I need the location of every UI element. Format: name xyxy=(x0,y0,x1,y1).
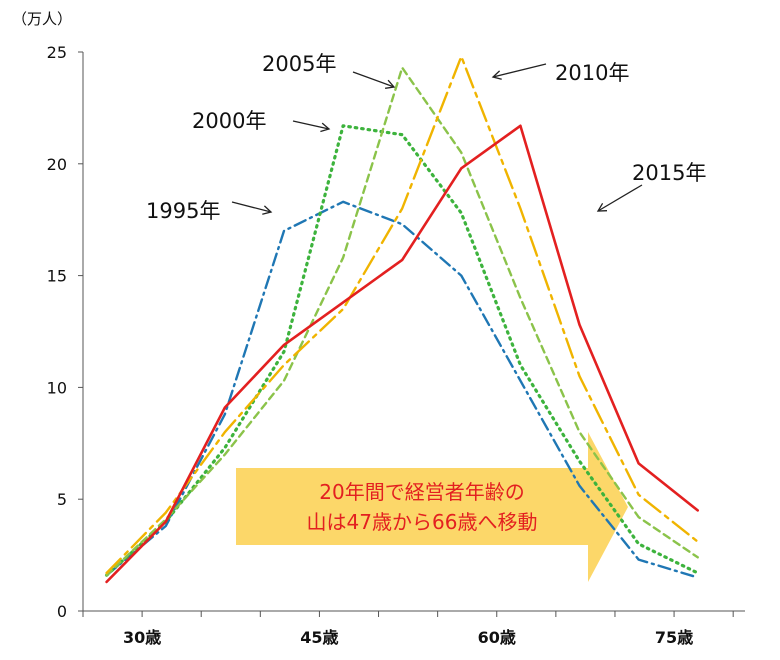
series-line-2000 xyxy=(104,124,700,577)
series-label-arrowhead xyxy=(320,122,331,133)
y-tick-label: 15 xyxy=(47,267,67,286)
series-label-arrowhead xyxy=(596,202,608,212)
series-label-pointer xyxy=(352,71,395,88)
x-tick-label: 45歳 xyxy=(300,628,338,647)
series-label-1995: 1995年 xyxy=(146,199,220,223)
series-label-2015: 2015年 xyxy=(632,161,706,185)
y-axis-unit-label: （万人） xyxy=(12,10,72,28)
x-tick-label: 60歳 xyxy=(478,628,516,647)
y-tick-label: 5 xyxy=(57,490,67,509)
series-label-pointer xyxy=(292,120,330,130)
series-line-2015 xyxy=(105,124,700,584)
series-label-2010: 2010年 xyxy=(555,61,629,85)
trend-note-line: 20年間で経営者年齢の xyxy=(319,480,524,504)
series-label-arrowhead xyxy=(262,205,273,215)
series-label-arrowhead xyxy=(385,79,396,89)
trend-arrow xyxy=(236,432,628,582)
y-tick-label: 0 xyxy=(57,602,67,621)
y-tick-label: 10 xyxy=(47,378,67,397)
series-labels: 1995年 2000年 2005年 2010年 2015年 xyxy=(146,52,706,223)
x-tick-label: 30歳 xyxy=(123,628,161,647)
trend-note-line: 山は47歳から66歳へ移動 xyxy=(307,510,538,534)
y-tick-label: 25 xyxy=(47,43,67,62)
x-tick-label: 75歳 xyxy=(655,628,693,647)
series-label-pointer xyxy=(231,201,272,213)
series-label-2005: 2005年 xyxy=(262,52,336,76)
series-line-1995 xyxy=(105,200,699,579)
series-label-pointer xyxy=(492,63,547,78)
series-label-arrowhead xyxy=(491,70,502,80)
chart-axes: 0 5 10 15 20 25 （万人） 30歳 45歳 60歳 75歳 xyxy=(12,10,745,647)
series-line-2005 xyxy=(105,66,699,577)
series-label-2000: 2000年 xyxy=(192,109,266,133)
series-label-pointer xyxy=(597,184,643,212)
y-tick-label: 20 xyxy=(47,155,67,174)
series-line-2010 xyxy=(105,55,699,575)
series-lines xyxy=(104,55,700,584)
